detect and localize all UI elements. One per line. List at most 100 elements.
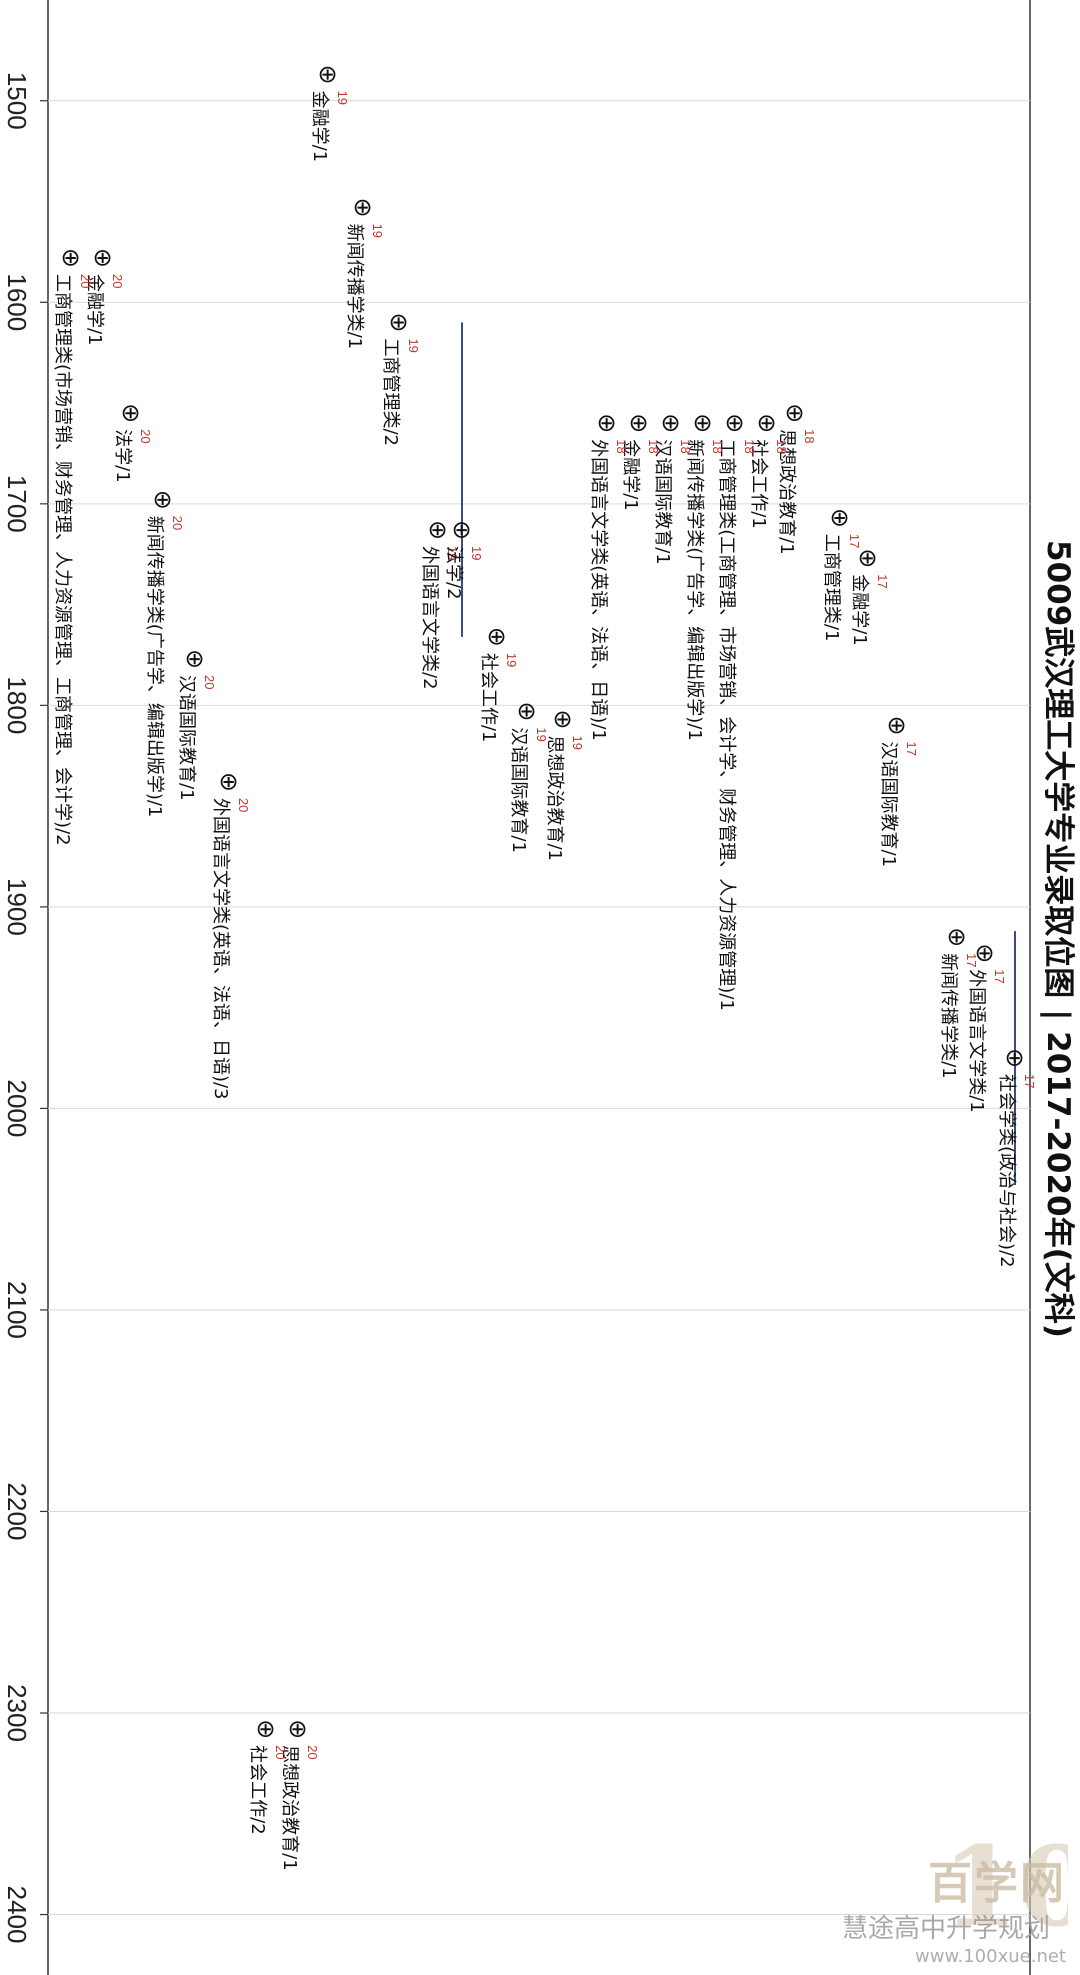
point-label: 工商管理类/1 — [821, 534, 842, 642]
point-marker: ⊕ — [689, 413, 717, 433]
point-year: 18 — [774, 439, 789, 453]
range-lines — [461, 322, 1016, 1185]
data-point: ⊕ 18 汉语国际教育/1 — [652, 413, 693, 565]
point-label: 汉语国际教育/1 — [652, 439, 673, 565]
tick-label: 2000 — [2, 1079, 32, 1137]
point-label: 社会学类(政治与社会)/2 — [996, 1074, 1017, 1268]
data-point: ⊕ 19 金融学/1 — [309, 65, 350, 163]
point-label: 新闻传播学类/1 — [938, 953, 959, 1079]
point-marker: ⊕ — [385, 312, 413, 332]
chart-title: 5009武汉理工大学专业录取位图 | 2017-2020年(文科) — [1040, 540, 1076, 1338]
data-point: ⊕ 19 工商管理类/2 — [380, 312, 421, 446]
point-marker: ⊕ — [252, 1719, 280, 1739]
point-year: 18 — [646, 439, 661, 453]
point-year: 18 — [678, 439, 693, 453]
point-year: 18 — [802, 429, 817, 443]
point-year: 19 — [370, 224, 385, 238]
point-marker: ⊕ — [753, 413, 781, 433]
data-point: ⊕ 20 外国语言文学类(英语、法语、日语)/3 — [210, 772, 251, 1100]
point-year: 20 — [305, 1745, 320, 1759]
point-label: 工商管理类(工商管理、市场营销、会计学、财务管理、人力资源管理)/1 — [716, 439, 737, 1011]
point-marker: ⊕ — [89, 248, 117, 268]
title-layer: 5009武汉理工大学专业录取位图 | 2017-2020年(文科) — [1040, 540, 1076, 1338]
point-year: 20 — [110, 274, 125, 288]
watermark-logo: 100 — [942, 1822, 1068, 1947]
point-marker: ⊕ — [781, 403, 809, 423]
data-point: ⊕ 20 汉语国际教育/1 — [176, 649, 217, 801]
data-point: ⊕ 17 工商管理类/1 — [821, 508, 862, 642]
point-year: 19 — [534, 727, 549, 741]
point-marker: ⊕ — [424, 520, 452, 540]
point-marker: ⊕ — [149, 490, 177, 510]
point-marker: ⊕ — [181, 649, 209, 669]
point-marker: ⊕ — [549, 709, 577, 729]
tick-label: 1800 — [2, 676, 32, 734]
point-marker: ⊕ — [314, 65, 342, 85]
point-marker: ⊕ — [284, 1719, 312, 1739]
point-label: 思想政治教育/1 — [776, 429, 797, 555]
point-year: 18 — [614, 439, 629, 453]
data-point: ⊕ 17 新闻传播学类/1 — [938, 927, 979, 1079]
point-year: 19 — [570, 735, 585, 749]
point-year: 20 — [236, 798, 251, 812]
data-point: ⊕ 19 社会工作/1 — [478, 627, 519, 743]
point-year: 20 — [273, 1745, 288, 1759]
data-point: ⊕ 17 金融学/1 — [849, 548, 890, 646]
data-point: ⊕ 19 新闻传播学类/1 — [344, 198, 385, 350]
point-marker: ⊕ — [57, 248, 85, 268]
point-year: 20 — [138, 429, 153, 443]
point-marker: ⊕ — [826, 508, 854, 528]
point-label: 外国语言文学类(英语、法语、日语)/1 — [588, 439, 609, 741]
point-label: 社会工作/1 — [478, 653, 499, 743]
point-year: 18 — [710, 439, 725, 453]
point-label: 汉语国际教育/1 — [508, 727, 529, 853]
point-marker: ⊕ — [349, 198, 377, 218]
data-point: ⊕ 18 新闻传播学类(广告学、编辑出版学)/1 — [684, 413, 725, 741]
data-point: ⊕ 17 社会学类(政治与社会)/2 — [996, 1048, 1037, 1268]
point-label: 思想政治教育/1 — [544, 735, 565, 861]
data-point: ⊕ 18 社会工作/1 — [748, 413, 789, 529]
point-year: 19 — [504, 653, 519, 667]
point-marker: ⊕ — [971, 943, 999, 963]
data-point: ⊕ 19 思想政治教育/1 — [544, 709, 585, 861]
point-label: 外国语言文学类(英语、法语、日语)/3 — [210, 798, 231, 1100]
data-point: ⊕ 20 金融学/1 — [84, 248, 125, 346]
point-label: 金融学/1 — [84, 274, 105, 346]
point-marker: ⊕ — [854, 548, 882, 568]
point-label: 法学/2 — [443, 546, 464, 600]
point-label: 工商管理类(市场营销、财务管理、人力资源管理、工商管理、会计学)/2 — [52, 274, 73, 846]
grid-layer — [40, 0, 1031, 1975]
data-point: ⊕ 17 汉语国际教育/1 — [878, 715, 919, 867]
point-label: 金融学/1 — [309, 91, 330, 163]
point-label: 工商管理类/2 — [380, 338, 401, 446]
point-year: 20 — [202, 675, 217, 689]
point-label: 汉语国际教育/1 — [176, 675, 197, 801]
tick-label: 2100 — [2, 1281, 32, 1339]
point-label: 社会工作/1 — [748, 439, 769, 529]
point-label: 新闻传播学类(广告学、编辑出版学)/1 — [684, 439, 705, 741]
point-label: 思想政治教育/1 — [279, 1745, 300, 1871]
point-year: 17 — [1022, 1074, 1037, 1088]
point-marker: ⊕ — [513, 701, 541, 721]
tick-label: 1600 — [2, 273, 32, 331]
point-marker: ⊕ — [1001, 1048, 1029, 1068]
point-year: 20 — [170, 516, 185, 530]
point-label: 汉语国际教育/1 — [878, 742, 899, 868]
tick-label: 2400 — [2, 1886, 32, 1944]
point-year: 17 — [875, 574, 890, 588]
tick-label: 1500 — [2, 72, 32, 130]
data-point: ⊕ 19 汉语国际教育/1 — [508, 701, 549, 853]
data-point: ⊕ 20 新闻传播学类(广告学、编辑出版学)/1 — [144, 490, 185, 818]
tick-label: 2300 — [2, 1684, 32, 1742]
data-point: ⊕ 20 工商管理类(市场营销、财务管理、人力资源管理、工商管理、会计学)/2 — [52, 248, 93, 846]
point-marker: ⊕ — [215, 772, 243, 792]
tick-label: 1900 — [2, 878, 32, 936]
point-marker: ⊕ — [883, 715, 911, 735]
watermark-account: 慧途高中升学规划 — [841, 1914, 1050, 1944]
tick-label: 1700 — [2, 475, 32, 533]
point-marker: ⊕ — [483, 627, 511, 647]
